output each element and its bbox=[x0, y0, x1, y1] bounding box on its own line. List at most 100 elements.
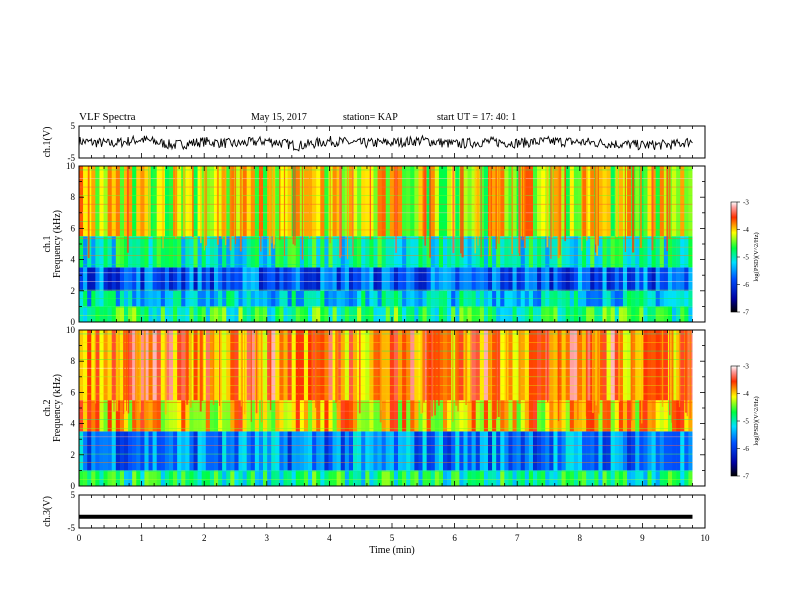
spectrogram-cell bbox=[561, 166, 566, 237]
x-tick-label: 8 bbox=[578, 533, 583, 543]
spectrogram-cell bbox=[606, 267, 611, 291]
spectrogram-cell bbox=[614, 470, 620, 486]
spectrogram-cell bbox=[328, 306, 333, 322]
spectrogram-cell bbox=[565, 330, 571, 401]
spectrogram-cell bbox=[164, 400, 170, 432]
spectrogram-cell bbox=[348, 330, 354, 401]
spectrogram-cell bbox=[647, 400, 652, 432]
spectrogram-cell bbox=[365, 267, 370, 291]
spectrogram-cell bbox=[312, 236, 317, 268]
spectrogram-cell bbox=[87, 306, 92, 322]
spectrogram-cell bbox=[438, 400, 444, 432]
spectrogram-cell bbox=[672, 267, 677, 291]
spectrogram-cell bbox=[201, 400, 207, 432]
date-label: May 15, 2017 bbox=[251, 112, 307, 123]
spectrogram-cell bbox=[95, 431, 100, 471]
spectrogram-cell bbox=[434, 166, 440, 237]
spectrogram-cell bbox=[520, 400, 526, 432]
spectrogram-cell bbox=[107, 330, 113, 401]
spectrogram-cell bbox=[123, 236, 129, 268]
spectrogram-cell bbox=[95, 400, 100, 432]
spectrogram-cell bbox=[132, 166, 137, 237]
spectrogram-cell bbox=[418, 470, 423, 486]
spectrogram-cell bbox=[156, 431, 162, 471]
spectrogram-cell bbox=[532, 330, 538, 401]
spectrogram-cell bbox=[295, 306, 301, 322]
spectrogram-cell bbox=[144, 166, 149, 237]
spectrogram-cell bbox=[422, 431, 427, 471]
spectrogram-cell bbox=[316, 400, 321, 432]
spectrogram-cell bbox=[410, 267, 415, 291]
spectrogram-cell bbox=[434, 470, 440, 486]
spectrogram-cell bbox=[553, 470, 558, 486]
spectrogram-cell bbox=[500, 470, 505, 486]
spectrogram-cell bbox=[447, 400, 452, 432]
spectrogram-cell bbox=[107, 400, 113, 432]
spectrogram-cell bbox=[115, 470, 121, 486]
y-tick-label: 0 bbox=[71, 481, 76, 491]
spectrogram-cell bbox=[324, 267, 329, 291]
spectrogram-cell bbox=[83, 306, 88, 322]
spectrogram-cell bbox=[655, 431, 661, 471]
spectrogram-cell bbox=[471, 236, 477, 268]
colorbar-tick-label: -5 bbox=[743, 418, 749, 426]
spectrogram-cell bbox=[234, 166, 239, 237]
spectrogram-cell bbox=[541, 431, 546, 471]
spectrogram-cell bbox=[128, 431, 133, 471]
spectrogram-cell bbox=[622, 431, 628, 471]
spectrogram-cell bbox=[308, 267, 313, 291]
spectrogram-cell bbox=[614, 306, 620, 322]
spectrogram-cell bbox=[500, 267, 505, 291]
spectrogram-cell bbox=[467, 431, 472, 471]
spectrogram-cell bbox=[238, 236, 243, 268]
ch1-trace bbox=[78, 134, 693, 152]
spectrogram-cell bbox=[471, 431, 477, 471]
spectrogram-cell bbox=[201, 470, 207, 486]
spectrogram-cell bbox=[483, 236, 489, 268]
spectrogram-cell bbox=[487, 400, 493, 432]
spectrogram-cell bbox=[328, 431, 333, 471]
spectrogram-cell bbox=[663, 166, 669, 237]
spectrogram-cell bbox=[594, 400, 599, 432]
spectrogram-cell bbox=[189, 400, 194, 432]
spectrogram-cell bbox=[119, 330, 125, 401]
spectrogram-cell bbox=[651, 267, 656, 291]
spectrogram-cell bbox=[189, 470, 194, 486]
spectrogram-cell bbox=[164, 330, 170, 401]
spectrogram-cell bbox=[573, 431, 579, 471]
spectrogram-cell bbox=[271, 267, 276, 291]
spectrogram-cell bbox=[569, 236, 575, 268]
spectrogram-cell bbox=[152, 470, 158, 486]
spectrogram-cell bbox=[144, 400, 149, 432]
spectrogram-cell bbox=[152, 431, 158, 471]
spectrogram-cell bbox=[680, 236, 685, 268]
spectrogram-cell bbox=[283, 306, 288, 322]
spectrogram-cell bbox=[537, 400, 542, 432]
spectrogram-cell bbox=[553, 330, 558, 401]
spectrogram-cell bbox=[344, 236, 350, 268]
spectrogram-cell bbox=[287, 267, 292, 291]
spectrogram-cell bbox=[312, 330, 317, 401]
spectrogram-cell bbox=[177, 236, 182, 268]
spectrogram-cell bbox=[410, 330, 415, 401]
spectrogram-cell bbox=[504, 267, 509, 291]
spectrogram-cell bbox=[667, 400, 673, 432]
spectrogram-cell bbox=[443, 306, 448, 322]
spectrogram-cell bbox=[332, 470, 337, 486]
spectrogram-cell bbox=[279, 236, 284, 268]
spectrogram-cell bbox=[250, 470, 256, 486]
spectrogram-cell bbox=[663, 306, 669, 322]
spectrogram-cell bbox=[434, 431, 440, 471]
spectrogram-cell bbox=[246, 431, 252, 471]
spectrogram-cell bbox=[569, 166, 575, 237]
y-tick-label: 2 bbox=[71, 286, 76, 296]
spectrogram-cell bbox=[598, 330, 603, 401]
spectrogram-cell bbox=[545, 431, 550, 471]
spectrogram-cell bbox=[602, 470, 607, 486]
spectrogram-cell bbox=[291, 431, 297, 471]
spectrogram-cell bbox=[651, 431, 656, 471]
spectrogram-cell bbox=[279, 400, 284, 432]
spectrogram-cell bbox=[283, 267, 288, 291]
spectrogram-cell bbox=[557, 470, 562, 486]
spectrogram-cell bbox=[434, 400, 440, 432]
